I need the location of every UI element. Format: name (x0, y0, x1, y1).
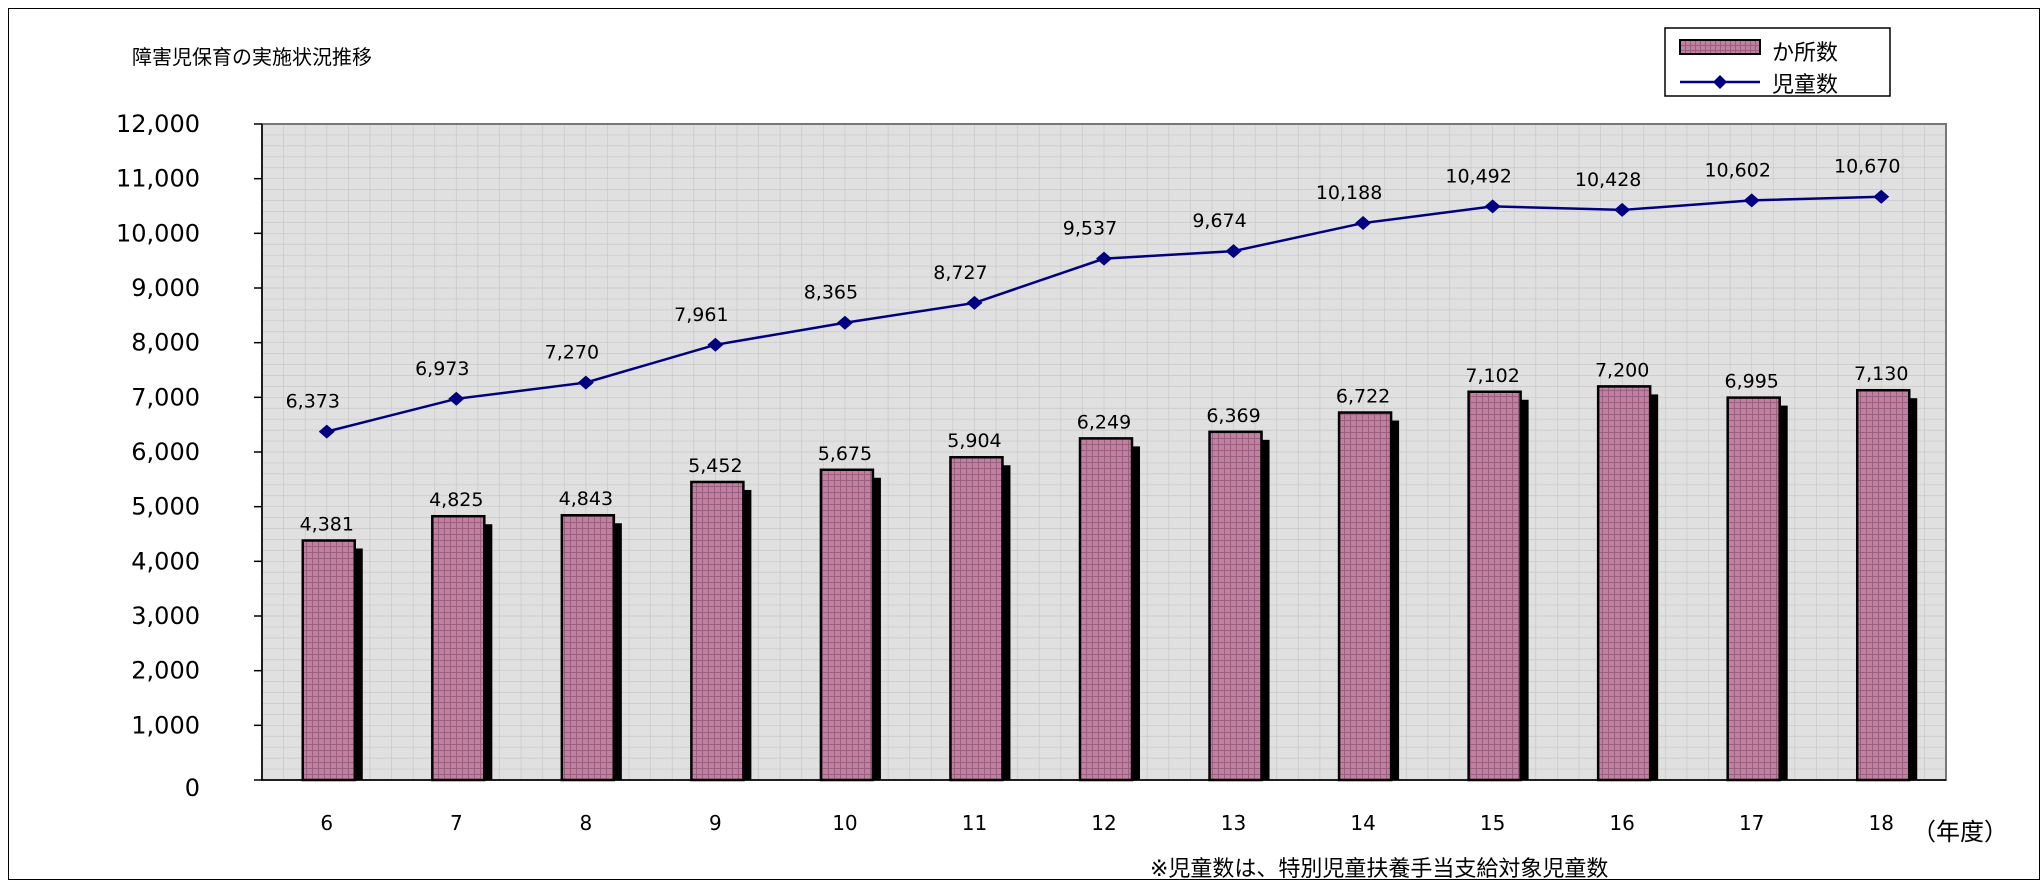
line-point (1614, 202, 1631, 217)
x-tick-label: 16 (1609, 811, 1634, 835)
x-tick-label: 13 (1221, 811, 1246, 835)
x-tick-label: 6 (320, 811, 333, 835)
legend-line-marker (1713, 75, 1727, 89)
legend: か所数 児童数 (1664, 27, 1891, 98)
line-point (577, 375, 594, 390)
bar-data-label: 6,249 (1077, 411, 1131, 433)
line-data-label: 10,602 (1704, 159, 1770, 181)
line-point (707, 337, 724, 352)
bar-data-label: 6,722 (1336, 386, 1390, 408)
bar (690, 480, 745, 782)
x-tick-label: 8 (579, 811, 592, 835)
bar-data-label: 4,381 (300, 514, 354, 536)
chart-title: 障害児保育の実施状況推移 (132, 45, 372, 69)
line-point (1225, 244, 1242, 259)
line-point (448, 391, 465, 406)
line-point (966, 295, 983, 310)
bar-data-label: 4,843 (559, 488, 613, 510)
x-tick-label: 17 (1739, 811, 1764, 835)
bar-data-label: 5,904 (947, 430, 1001, 452)
y-tick-label: 0 (185, 774, 200, 802)
line-data-label: 10,428 (1575, 169, 1641, 191)
bar (1078, 437, 1134, 782)
bar-data-label: 7,130 (1854, 363, 1908, 385)
y-tick-label: 12,000 (116, 110, 200, 138)
y-axis: 0 1,000 2,000 3,000 4,000 5,000 6,000 7,000 8,00… (116, 110, 263, 802)
bar-data-label: 7,102 (1465, 365, 1519, 387)
bar (949, 455, 1004, 782)
x-tick-label: 10 (832, 811, 857, 835)
x-axis: 6 7 8 9 10 11 12 13 14 15 16 17 18 (262, 779, 1946, 835)
y-tick-label: 9,000 (131, 274, 200, 302)
line-data-label: 8,365 (804, 282, 858, 304)
bar-series: 4,381 4,825 4,843 5,452 5,675 5,904 6,249 6,369… (300, 359, 1918, 782)
legend-label-bar: か所数 (1772, 41, 1838, 66)
line-point (1743, 193, 1760, 208)
x-tick-label: 15 (1480, 811, 1505, 835)
line-point (1484, 199, 1501, 214)
line-data-label: 10,670 (1834, 156, 1900, 178)
line-data-label: 10,492 (1445, 165, 1511, 187)
line-data-label: 9,537 (1063, 218, 1117, 240)
x-tick-label: 14 (1350, 811, 1375, 835)
bar (1855, 388, 1911, 782)
line-point (1873, 189, 1890, 204)
bar-data-label: 5,675 (818, 443, 872, 465)
bar-data-label: 5,452 (688, 455, 742, 477)
y-tick-label: 3,000 (131, 602, 200, 630)
chart-frame (8, 8, 2040, 880)
y-tick-label: 1,000 (131, 711, 200, 739)
x-tick-label: 9 (709, 811, 722, 835)
bar (560, 513, 616, 782)
bar-data-label: 4,825 (429, 489, 483, 511)
x-tick-label: 11 (962, 811, 987, 835)
bar (819, 468, 875, 782)
y-tick-label: 6,000 (131, 438, 200, 466)
line-data-label: 7,270 (545, 342, 599, 364)
bar-data-label: 6,995 (1724, 371, 1778, 393)
x-axis-unit: （年度） (1912, 818, 2008, 846)
legend-bar-swatch (1679, 39, 1761, 55)
y-tick-label: 7,000 (131, 383, 200, 411)
line-point (318, 424, 335, 439)
bar-data-label: 6,369 (1206, 405, 1260, 427)
bar (1208, 430, 1263, 782)
x-tick-label: 12 (1091, 811, 1116, 835)
y-tick-label: 10,000 (116, 219, 200, 247)
legend-label-line: 児童数 (1772, 73, 1838, 98)
x-tick-label: 7 (450, 811, 463, 835)
line-data-label: 9,674 (1192, 210, 1246, 232)
line-point (836, 315, 853, 330)
y-tick-label: 8,000 (131, 329, 200, 357)
bar (1596, 385, 1652, 782)
line-data-label: 8,727 (933, 262, 987, 284)
bar (1726, 396, 1781, 782)
y-tick-label: 2,000 (131, 657, 200, 685)
line-data-label: 7,961 (674, 304, 728, 326)
line-series: 6,373 6,973 7,270 7,961 8,365 8,727 9,537 9,674… (286, 156, 1900, 439)
line-data-label: 6,973 (415, 358, 469, 380)
line-point (1355, 216, 1372, 231)
y-tick-label: 5,000 (131, 493, 200, 521)
line-data-label: 10,188 (1316, 182, 1382, 204)
bar (1467, 390, 1522, 782)
bar-data-label: 7,200 (1595, 359, 1649, 381)
y-tick-label: 11,000 (116, 165, 200, 193)
bar (431, 514, 486, 782)
bar (1337, 411, 1393, 782)
y-tick-label: 4,000 (131, 547, 200, 575)
bar (301, 539, 357, 782)
line-data-label: 6,373 (286, 391, 340, 413)
footnote: ※児童数は、特別児童扶養手当支給対象児童数 (1150, 857, 1608, 881)
line-point (1096, 251, 1112, 266)
x-tick-label: 18 (1869, 811, 1894, 835)
